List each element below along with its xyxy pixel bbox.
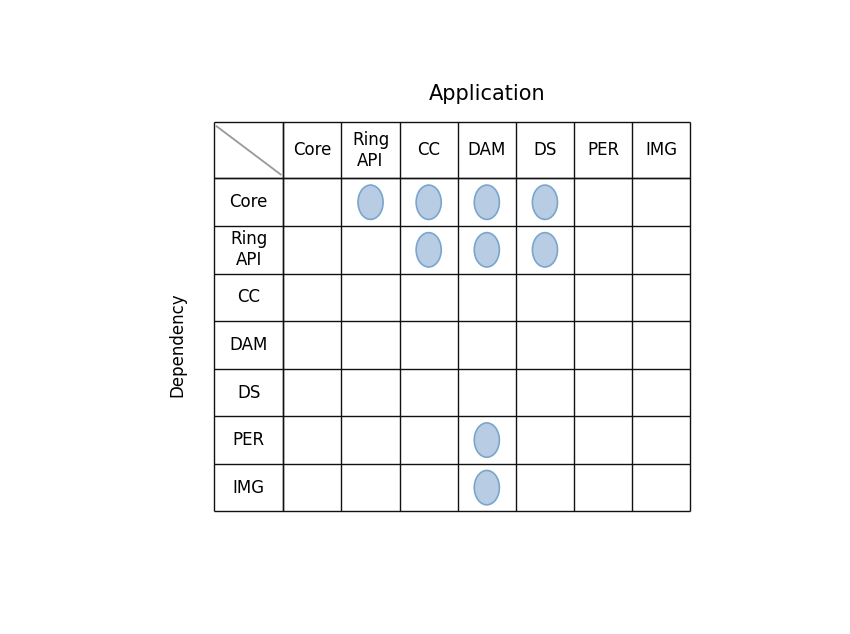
Ellipse shape (474, 185, 499, 219)
Text: Ring
API: Ring API (230, 230, 267, 269)
Text: CC: CC (237, 288, 260, 306)
Text: Ring
API: Ring API (352, 131, 389, 170)
Text: IMG: IMG (645, 141, 677, 159)
Text: DAM: DAM (468, 141, 506, 159)
Ellipse shape (532, 185, 558, 219)
Text: DS: DS (237, 384, 260, 401)
Text: PER: PER (233, 431, 264, 449)
Ellipse shape (474, 470, 499, 505)
Ellipse shape (474, 423, 499, 457)
Text: Core: Core (230, 193, 268, 211)
Ellipse shape (532, 233, 558, 267)
Text: DAM: DAM (230, 336, 268, 354)
Text: Dependency: Dependency (168, 293, 187, 398)
Ellipse shape (358, 185, 383, 219)
Text: Application: Application (428, 84, 545, 104)
Text: PER: PER (587, 141, 619, 159)
Text: CC: CC (417, 141, 440, 159)
Ellipse shape (416, 233, 441, 267)
Ellipse shape (474, 233, 499, 267)
Text: IMG: IMG (233, 479, 264, 496)
Text: DS: DS (533, 141, 557, 159)
Ellipse shape (416, 185, 441, 219)
Text: Core: Core (293, 141, 332, 159)
